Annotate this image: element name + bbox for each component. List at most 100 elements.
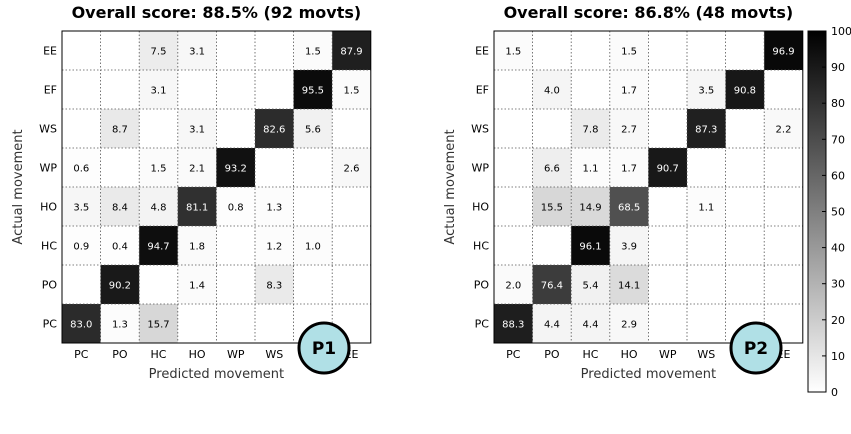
colorbar-tick-label: 10 xyxy=(831,350,845,363)
x-tick-label: HC xyxy=(583,348,599,361)
heatmap-cell-PO-HO xyxy=(177,265,217,304)
cell-value-label: 0.4 xyxy=(112,242,128,253)
cell-value-label: 4.0 xyxy=(544,86,560,97)
colorbar-tick-label: 100 xyxy=(831,25,851,38)
cell-value-label: 3.1 xyxy=(151,86,167,97)
heatmap-cell-WP-WP xyxy=(216,148,255,187)
panel-badge-circle xyxy=(297,321,351,375)
heatmap-panel-1: Overall score: 88.5% (92 movts) 7.5 3.1 1.5… xyxy=(11,3,372,382)
heatmap-cell-EE-HC xyxy=(139,31,178,70)
cell-value-label: 1.7 xyxy=(621,86,637,97)
cell-value-label: 4.4 xyxy=(544,320,560,331)
heatmap-cell-WP-WP xyxy=(648,148,687,187)
cell-value-label: 81.1 xyxy=(186,203,208,214)
heatmap-cell-HC-EF xyxy=(293,226,333,265)
heatmap-cell-HC-HC xyxy=(571,226,610,265)
cell-value-label: 1.5 xyxy=(621,47,637,58)
colorbar-tick-label: 0 xyxy=(831,386,838,399)
cell-value-label: 2.1 xyxy=(189,164,205,175)
cell-value-label: 7.5 xyxy=(151,47,167,58)
heatmap-cell-EE-PC xyxy=(494,31,533,70)
y-tick-label: EF xyxy=(476,84,489,97)
colorbar-tick-label: 90 xyxy=(831,61,845,74)
heatmap-cell-HC-HC xyxy=(139,226,178,265)
cell-value-label: 90.8 xyxy=(734,86,756,97)
panel-badge-circle xyxy=(729,321,783,375)
y-tick-label: WP xyxy=(39,162,57,175)
x-tick-label: WP xyxy=(659,348,677,361)
heatmap-cell-EE-EE xyxy=(332,31,371,70)
cell-value-label: 2.7 xyxy=(621,125,637,136)
colorbar-tick-label: 60 xyxy=(831,169,845,182)
cell-value-label: 2.0 xyxy=(505,281,521,292)
heatmap-cell-PC-HO xyxy=(609,304,649,343)
heatmap-cell-PO-PO xyxy=(100,265,140,304)
heatmap-cell-EF-EF xyxy=(725,70,765,109)
heatmap-cell-WP-HC xyxy=(139,148,178,187)
cell-value-label: 93.2 xyxy=(225,164,247,175)
colorbar: 0 10 20 30 40 50 60 70 80 90 100 xyxy=(807,25,851,399)
heatmap-cell-PC-HC xyxy=(139,304,178,343)
cell-value-label: 94.7 xyxy=(147,242,169,253)
heatmap-cell-HO-HO xyxy=(609,187,649,226)
cell-value-label: 2.9 xyxy=(621,320,637,331)
heatmap-cell-EF-EE xyxy=(332,70,371,109)
heatmap-panel-2: Overall score: 86.8% (48 movts) 1.5 1.5 96.… xyxy=(443,3,804,382)
y-tick-label: WS xyxy=(39,123,57,136)
heatmap-cell-EE-EF xyxy=(293,31,333,70)
colorbar-tick-label: 70 xyxy=(831,133,845,146)
y-axis-label: Actual movement xyxy=(443,129,458,244)
heatmap-cell-HO-HO xyxy=(177,187,217,226)
heatmap-cell-PC-PC xyxy=(62,304,101,343)
cell-value-label: 82.6 xyxy=(263,125,285,136)
y-tick-label: HC xyxy=(473,240,489,253)
y-tick-label: PC xyxy=(43,318,58,331)
y-tick-label: WP xyxy=(471,162,489,175)
heatmap-cell-PO-PC xyxy=(494,265,533,304)
cell-value-label: 2.2 xyxy=(776,125,792,136)
heatmap-cell-WP-HO xyxy=(177,148,217,187)
colorbar-tick-label: 30 xyxy=(831,278,845,291)
cell-value-label: 95.5 xyxy=(302,86,324,97)
heatmap-cell-WS-EF xyxy=(293,109,333,148)
chart-title: Overall score: 86.8% (48 movts) xyxy=(504,3,794,22)
colorbar-tick-label: 80 xyxy=(831,97,845,110)
heatmap-cell-PO-WS xyxy=(255,265,294,304)
cell-value-label: 5.4 xyxy=(583,281,599,292)
heatmap-cell-WS-HO xyxy=(177,109,217,148)
heatmap-cell-EE-HO xyxy=(177,31,217,70)
cell-value-label: 2.6 xyxy=(344,164,360,175)
heatmap-cell-EF-PO xyxy=(532,70,572,109)
heatmap-cell-PC-PO xyxy=(100,304,140,343)
y-tick-label: HC xyxy=(41,240,57,253)
cell-value-label: 90.2 xyxy=(109,281,131,292)
cell-value-label: 1.7 xyxy=(621,164,637,175)
heatmap-cell-PC-PC xyxy=(494,304,533,343)
x-tick-label: PC xyxy=(506,348,521,361)
cell-value-label: 88.3 xyxy=(502,320,524,331)
heatmap-cell-HO-HC xyxy=(571,187,610,226)
cell-value-label: 5.6 xyxy=(305,125,321,136)
heatmap-cell-PO-HC xyxy=(571,265,610,304)
heatmap-cell-HO-PO xyxy=(532,187,572,226)
heatmap-cell-HO-WP xyxy=(216,187,255,226)
cell-value-label: 15.5 xyxy=(541,203,563,214)
heatmap-cell-WP-HC xyxy=(571,148,610,187)
heatmap-cell-EF-WS xyxy=(687,70,726,109)
heatmap-cell-HC-PO xyxy=(100,226,140,265)
y-tick-label: PO xyxy=(42,279,58,292)
heatmap-cell-HC-PC xyxy=(62,226,101,265)
heatmap-cell-WS-EE xyxy=(764,109,803,148)
heatmap-cell-HC-WS xyxy=(255,226,294,265)
cell-value-label: 83.0 xyxy=(70,320,92,331)
cell-value-label: 87.3 xyxy=(695,125,717,136)
heatmap-cell-WP-HO xyxy=(609,148,649,187)
cell-value-label: 1.1 xyxy=(583,164,599,175)
colorbar-tick-label: 40 xyxy=(831,242,845,255)
chart-title: Overall score: 88.5% (92 movts) xyxy=(72,3,362,22)
cell-value-label: 8.7 xyxy=(112,125,128,136)
y-tick-label: EF xyxy=(44,84,57,97)
cell-value-label: 3.1 xyxy=(189,125,205,136)
heatmap-cell-HO-HC xyxy=(139,187,178,226)
cell-value-label: 1.5 xyxy=(305,47,321,58)
